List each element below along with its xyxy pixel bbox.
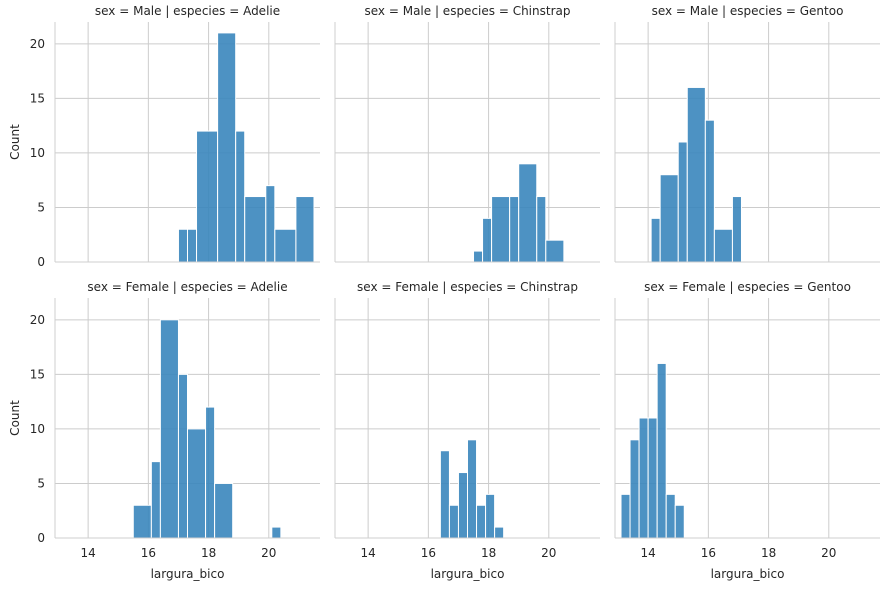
histogram-bar [150,461,161,539]
histogram-bar [196,130,219,263]
histogram-bar [187,428,207,539]
panel-title: sex = Female | especies = Adelie [87,280,287,294]
x-tick-label: 16 [421,546,436,560]
panel-title: sex = Female | especies = Chinstrap [357,280,578,294]
histogram-bar [659,174,679,263]
x-tick-label: 16 [701,546,716,560]
histogram-bar [620,493,631,539]
histogram-bar [473,250,484,263]
y-tick-label: 5 [37,476,45,490]
histogram-bar [704,119,715,263]
x-tick-label: 16 [141,546,156,560]
x-tick-label: 18 [481,546,496,560]
histogram-bar [214,482,234,539]
histogram-bar [485,493,496,539]
histogram-bar [177,228,189,263]
y-tick-label: 0 [37,531,45,545]
histogram-bar [518,163,538,263]
y-tick-label: 0 [37,255,45,269]
histogram-bar [731,196,742,263]
histogram-bar [647,417,658,539]
histogram-bar [295,196,315,263]
x-tick-label: 20 [261,546,276,560]
histogram-bar [205,406,216,539]
x-tick-label: 14 [80,546,95,560]
histogram-bar [665,493,676,539]
x-axis-label: largura_bico [711,567,785,581]
histogram-bar [686,86,706,263]
y-axis-label: Count [8,400,22,436]
histogram-bar [177,373,189,539]
x-tick-label: 18 [201,546,216,560]
panel-title: sex = Male | especies = Adelie [95,4,280,18]
x-axis-label: largura_bico [431,567,505,581]
y-tick-label: 20 [30,313,45,327]
histogram-bar [629,439,640,539]
histogram-bar [159,319,179,539]
x-axis-label: largura_bico [151,567,225,581]
histogram-bar [271,526,282,539]
x-tick-label: 20 [821,546,836,560]
histogram-bar [509,196,520,263]
histogram-bar [476,504,487,539]
histogram-bar [674,504,685,539]
histogram-bar [482,217,493,263]
histogram-bar [494,526,505,539]
y-tick-label: 10 [30,422,45,436]
panel-title: sex = Female | especies = Gentoo [644,280,851,294]
y-tick-label: 10 [30,146,45,160]
x-tick-label: 14 [360,546,375,560]
histogram-bar [656,362,667,539]
histogram-bar [235,130,246,263]
x-tick-label: 20 [541,546,556,560]
histogram-bar [187,228,198,263]
y-tick-label: 5 [37,200,45,214]
y-axis-label: Count [8,124,22,160]
histogram-bar [132,504,152,539]
histogram-bar [545,239,565,263]
histogram-bar [467,439,478,539]
histogram-bar [448,504,459,539]
histogram-bar [457,472,469,539]
histogram-bar [274,228,297,263]
histogram-bar [244,196,267,263]
y-tick-label: 15 [30,367,45,381]
histogram-bar [677,141,688,263]
y-tick-label: 15 [30,91,45,105]
histogram-bar [439,450,450,539]
histogram-bar [713,228,733,263]
panel-title: sex = Male | especies = Gentoo [652,4,844,18]
histogram-bar [638,417,649,539]
histogram-bar [650,217,661,263]
histogram-bar [491,196,511,263]
histogram-bar [265,185,276,263]
panel-title: sex = Male | especies = Chinstrap [365,4,571,18]
histogram-bar [536,196,547,263]
x-tick-label: 14 [640,546,655,560]
histogram-bar [217,32,237,263]
x-tick-label: 18 [761,546,776,560]
y-tick-label: 20 [30,37,45,51]
